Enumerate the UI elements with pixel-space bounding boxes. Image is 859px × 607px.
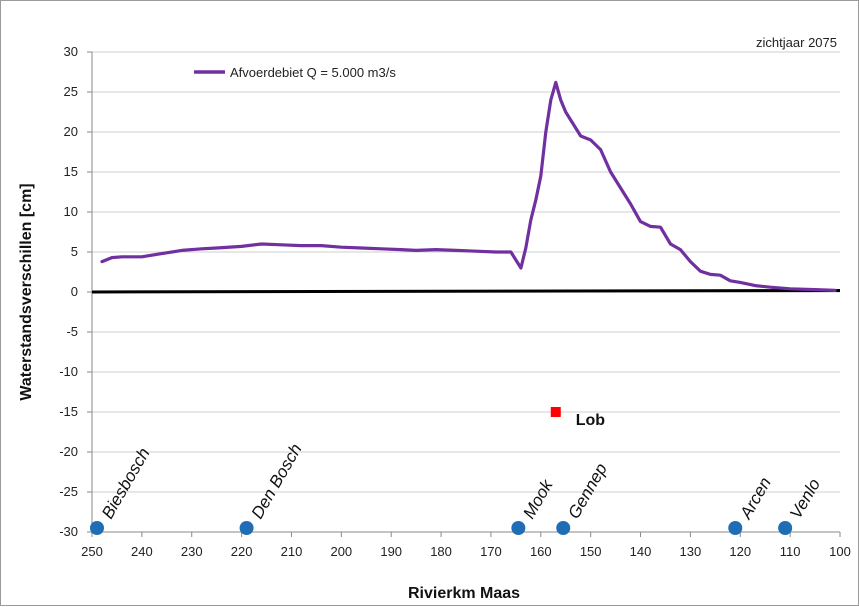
x-tick-label: 210 bbox=[281, 544, 303, 559]
x-tick-label: 110 bbox=[780, 544, 801, 559]
x-tick-label: 220 bbox=[231, 544, 253, 559]
series-line-afvoerdebiet bbox=[100, 80, 837, 292]
location-label: Biesbosch bbox=[98, 445, 154, 522]
location-label: Arcen bbox=[736, 474, 775, 523]
location-marker bbox=[556, 521, 571, 535]
y-tick-label: -25 bbox=[59, 484, 78, 499]
location-label: Mook bbox=[519, 475, 557, 522]
axes bbox=[87, 51, 841, 537]
legend: Afvoerdebiet Q = 5.000 m3/s bbox=[194, 65, 396, 80]
y-tick-label: -5 bbox=[66, 324, 78, 339]
y-tick-label: 15 bbox=[64, 164, 78, 179]
location-label: Venlo bbox=[786, 475, 824, 522]
x-tick-label: 160 bbox=[530, 544, 552, 559]
x-tick-label: 190 bbox=[380, 544, 402, 559]
location-marker bbox=[239, 521, 254, 535]
x-tick-label: 240 bbox=[131, 544, 153, 559]
y-tick-label: 5 bbox=[71, 244, 78, 259]
y-tick-label: -30 bbox=[59, 524, 78, 539]
y-tick-label: -20 bbox=[59, 444, 78, 459]
location-label: Den Bosch bbox=[248, 440, 306, 522]
x-tick-label: 130 bbox=[680, 544, 702, 559]
y-tick-label: -10 bbox=[59, 364, 78, 379]
x-axis-title: Rivierkm Maas bbox=[408, 585, 520, 602]
series-layer bbox=[91, 80, 841, 294]
x-tick-label: 200 bbox=[330, 544, 352, 559]
zero-reference-line bbox=[91, 289, 841, 294]
corner-note: zichtjaar 2075 bbox=[756, 35, 837, 50]
x-tick-label: 150 bbox=[580, 544, 602, 559]
x-tick-label: 180 bbox=[430, 544, 452, 559]
x-tick-label: 230 bbox=[181, 544, 203, 559]
location-label: Gennep bbox=[564, 460, 611, 522]
lob-label: Lob bbox=[576, 412, 606, 429]
y-axis-title: Waterstandsverschillen [cm] bbox=[18, 183, 35, 400]
y-tick-label: 30 bbox=[64, 44, 78, 59]
x-tick-label: 100 bbox=[829, 544, 851, 559]
location-marker bbox=[89, 521, 104, 535]
location-marker bbox=[511, 521, 526, 535]
x-tick-label: 250 bbox=[81, 544, 103, 559]
x-tick-label: 120 bbox=[729, 544, 751, 559]
x-tick-label: 140 bbox=[630, 544, 652, 559]
location-marker bbox=[778, 521, 793, 535]
y-tick-label: 20 bbox=[64, 124, 78, 139]
y-tick-label: -15 bbox=[59, 404, 78, 419]
x-tick-label: 170 bbox=[480, 544, 502, 559]
location-marker bbox=[728, 521, 743, 535]
lob-marker bbox=[550, 407, 561, 417]
location-markers bbox=[89, 407, 793, 535]
y-tick-label: 25 bbox=[64, 84, 78, 99]
y-tick-label: 0 bbox=[71, 284, 78, 299]
legend-label: Afvoerdebiet Q = 5.000 m3/s bbox=[230, 65, 396, 80]
y-tick-label: 10 bbox=[64, 204, 78, 219]
